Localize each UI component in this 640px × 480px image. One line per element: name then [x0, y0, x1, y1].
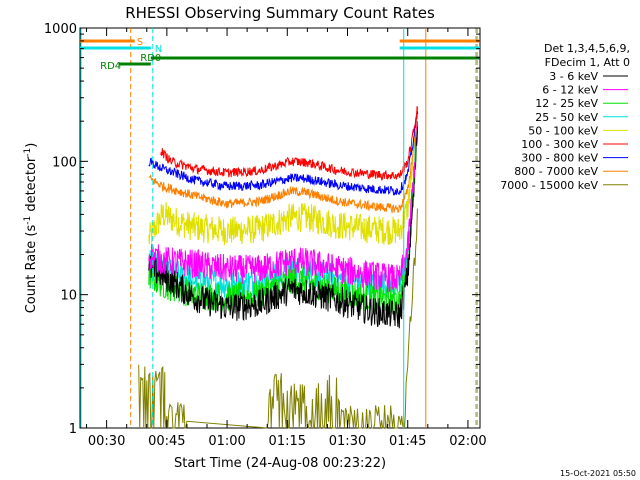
plot-frame — [79, 27, 481, 429]
flag-label-0: S — [137, 37, 143, 48]
y-axis-label-end: ) — [24, 143, 39, 148]
x-tick-label-3: 01:15 — [269, 434, 306, 449]
legend-header-1: Det 1,3,4,5,6,9, — [544, 42, 630, 55]
x-tick-label-0: 00:30 — [88, 434, 125, 449]
legend-label-5: 100 - 300 keV — [521, 138, 598, 151]
y-tick-label-2: 100 — [52, 155, 77, 170]
legend-label-2: 12 - 25 keV — [535, 97, 598, 110]
y-axis-label: Count Rate (s-1 detector-1) — [23, 143, 39, 314]
x-tick-label-1: 00:45 — [148, 434, 185, 449]
legend-label-1: 6 - 12 keV — [542, 84, 598, 97]
legend: Det 1,3,4,5,6,9, FDecim 1, Att 0 3 - 6 k… — [500, 42, 630, 192]
x-tick-label-6: 02:00 — [449, 434, 486, 449]
series-line-6 — [148, 110, 419, 196]
legend-label-4: 50 - 100 keV — [528, 124, 598, 137]
series-line-0 — [148, 123, 419, 329]
y-axis-label-sup2: -1 — [23, 148, 33, 157]
flag-label-3: RD4 — [100, 61, 121, 72]
series-line-2 — [148, 131, 419, 314]
series-line-7 — [148, 108, 419, 214]
y-axis-label-main: Count Rate (s — [24, 225, 39, 314]
series-line-1 — [148, 120, 419, 293]
x-tick-label-4: 01:30 — [329, 434, 366, 449]
chart-title: RHESSI Observing Summary Count Rates — [125, 4, 435, 22]
x-axis-label: Start Time (24-Aug-08 00:23:22) — [174, 456, 386, 471]
flag-label-2: RD0 — [140, 53, 161, 64]
series-line-4 — [148, 115, 419, 246]
legend-label-6: 300 - 800 keV — [521, 152, 598, 165]
y-tick-label-3: 1000 — [44, 22, 77, 37]
legend-label-7: 800 - 7000 keV — [514, 165, 598, 178]
y-axis-label-sup1: -1 — [23, 216, 33, 225]
series-line-8 — [138, 208, 418, 429]
timestamp: 15-Oct-2021 05:50 — [560, 469, 636, 478]
legend-header-2: FDecim 1, Att 0 — [545, 56, 630, 69]
x-tick-label-5: 01:45 — [389, 434, 426, 449]
y-tick-label-0: 1 — [69, 422, 77, 437]
legend-label-8: 7000 - 15000 keV — [500, 179, 598, 192]
legend-label-0: 3 - 6 keV — [549, 70, 598, 83]
y-axis-label-mid: detector — [24, 156, 39, 216]
plot-area — [79, 27, 481, 429]
vertical-markers — [80, 28, 478, 428]
axes: 1 10 100 1000 00:30 00:45 01:00 01:15 01:30 01:45… — [44, 22, 487, 449]
series-layer — [138, 106, 419, 429]
flag-label-1: N — [155, 44, 162, 55]
y-tick-label-1: 10 — [60, 289, 77, 304]
x-tick-label-2: 01:00 — [208, 434, 245, 449]
series-line-5 — [160, 106, 419, 182]
legend-label-3: 25 - 50 keV — [535, 111, 598, 124]
